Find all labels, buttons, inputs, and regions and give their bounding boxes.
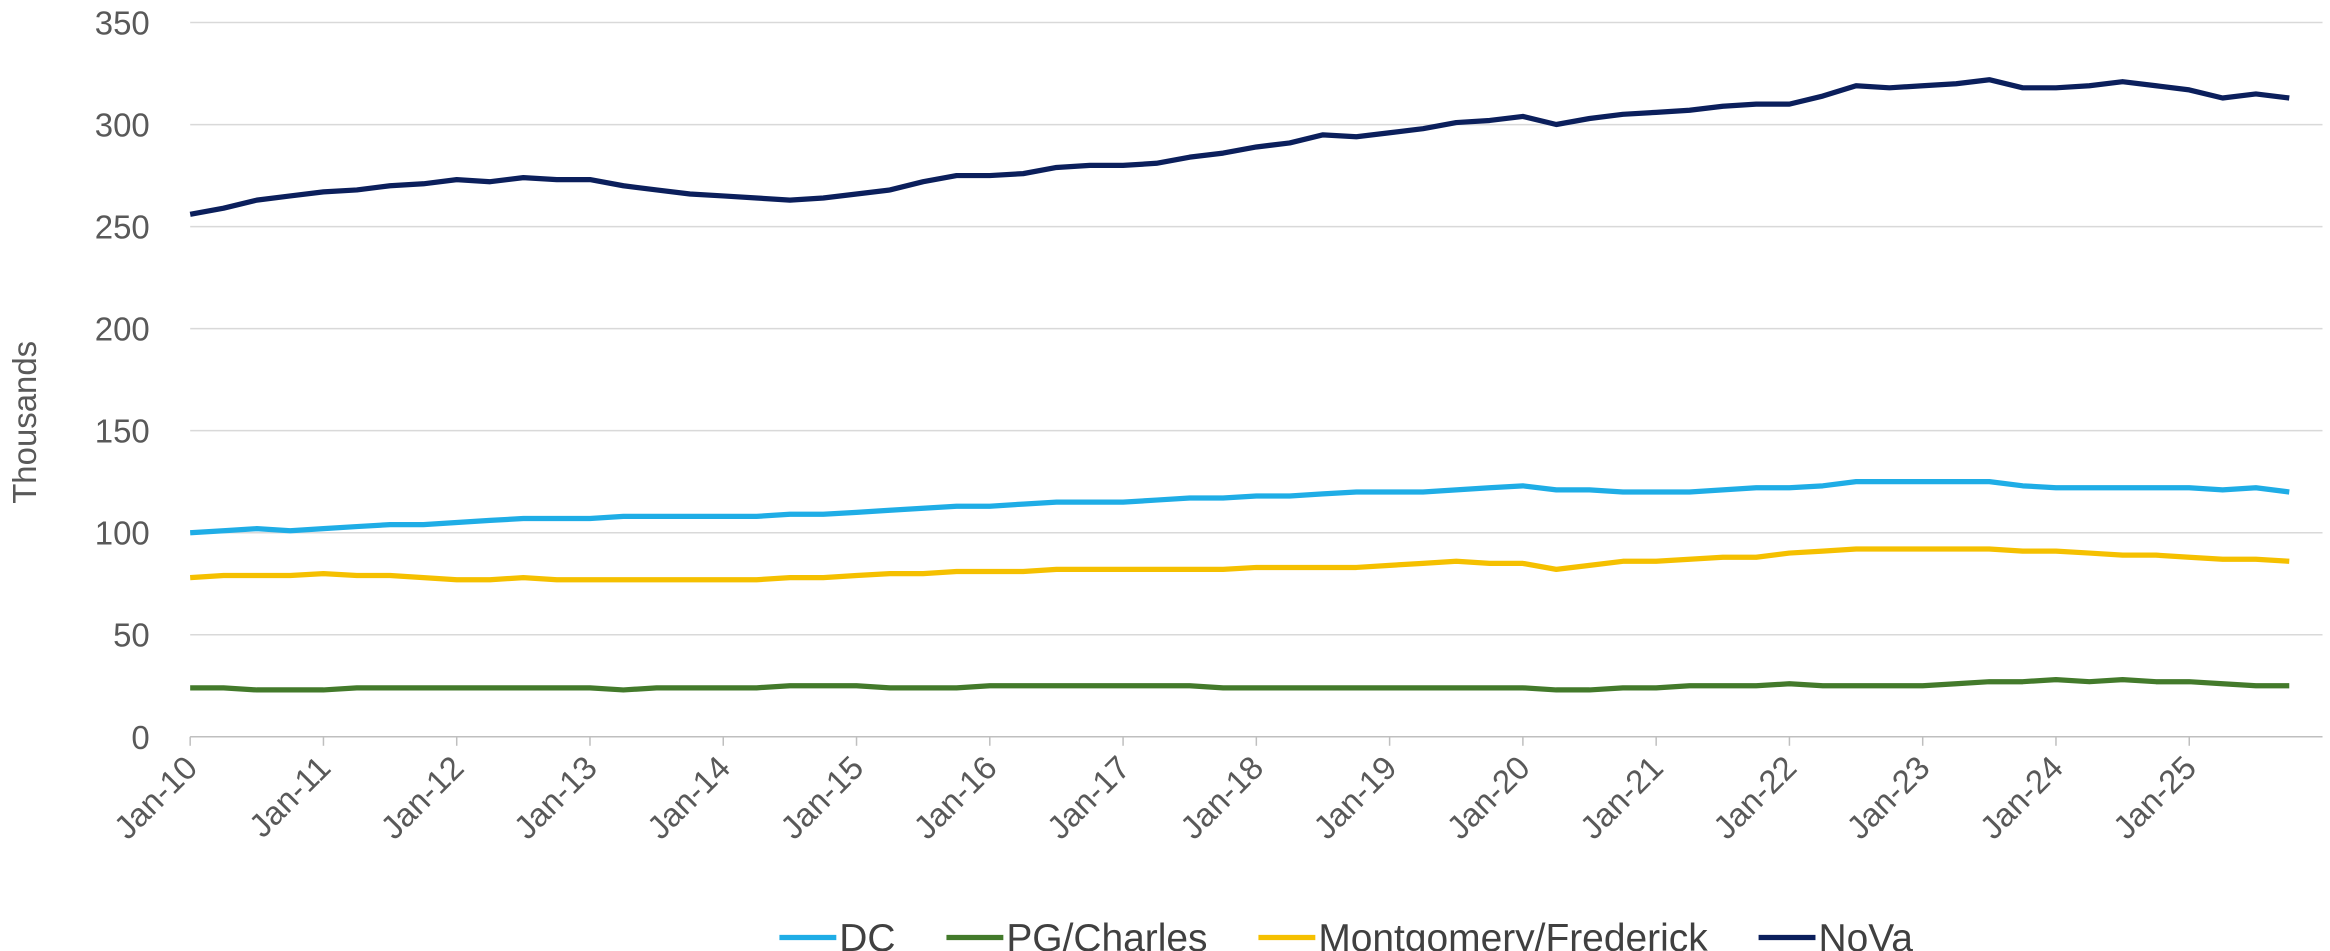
series-line: [190, 546, 2290, 583]
x-tick-label: Jan-12: [373, 749, 470, 846]
x-tick-label: Jan-17: [1040, 749, 1137, 846]
y-tick-label: 250: [95, 209, 150, 246]
x-tick-label: Jan-24: [1973, 749, 2070, 846]
legend-label: Montgomery/Frederick: [1318, 917, 1708, 951]
x-tick-label: Jan-19: [1306, 749, 1403, 846]
x-tick-label: Jan-10: [107, 749, 204, 846]
y-tick-label: 100: [95, 515, 150, 552]
y-tick-label: 300: [95, 107, 150, 144]
x-tick-label: Jan-22: [1706, 749, 1803, 846]
x-tick-label: Jan-16: [906, 749, 1003, 846]
y-tick-label: 150: [95, 413, 150, 450]
x-tick-label: Jan-25: [2106, 749, 2203, 846]
series-line: [189, 77, 2290, 217]
x-tick-label: Jan-11: [242, 749, 338, 845]
legend-label: PG/Charles: [1006, 917, 1207, 951]
series-line: [190, 676, 2290, 693]
x-tick-label: Jan-14: [640, 749, 737, 846]
x-tick-label: Jan-18: [1173, 749, 1270, 846]
x-tick-label: Jan-23: [1839, 749, 1936, 846]
y-tick-label: 50: [113, 617, 150, 654]
legend: DC PG/Charles Montgomery/Frederick NoVa: [779, 917, 1913, 951]
x-tick-label: Jan-13: [507, 749, 604, 846]
legend-label: NoVa: [1818, 917, 1913, 951]
series-line: [190, 479, 2290, 536]
x-tick-label: Jan-21: [1573, 749, 1670, 846]
y-axis-label: Thousands: [6, 341, 43, 504]
y-tick-label: 350: [95, 5, 150, 42]
legend-label: DC: [839, 917, 895, 951]
x-tick-label: Jan-15: [773, 749, 870, 846]
y-tick-label: 0: [131, 719, 149, 756]
x-tick-label: Jan-20: [1439, 749, 1536, 846]
y-tick-label: 200: [95, 311, 150, 348]
